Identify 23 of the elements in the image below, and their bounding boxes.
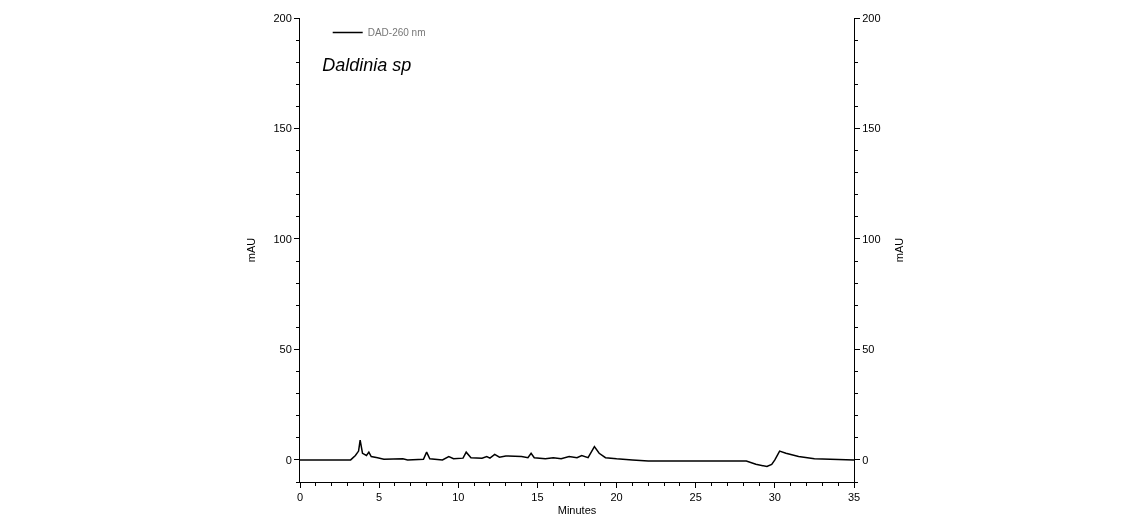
x-axis-title: Minutes xyxy=(557,504,597,517)
text: Daldinia sp xyxy=(322,54,412,75)
y-tick-label: 100 xyxy=(273,232,292,245)
y2-axis-title: mAU xyxy=(892,237,905,263)
x-tick-label: 25 xyxy=(689,491,702,504)
y2-tick-label: 50 xyxy=(862,343,875,356)
y2-tick-label: 100 xyxy=(862,232,881,245)
y-tick-label: 200 xyxy=(273,11,292,24)
y2-tick-label: 200 xyxy=(862,11,881,24)
x-tick-label: 35 xyxy=(847,491,861,504)
y-tick-label: 0 xyxy=(285,453,292,466)
x-tick-label: 30 xyxy=(768,491,781,504)
y-axis-title: mAU xyxy=(245,237,258,263)
x-tick-label: 5 xyxy=(376,491,383,504)
y2-tick-label: 0 xyxy=(862,453,869,466)
x-tick-label: 10 xyxy=(452,491,465,504)
y-tick-label: 150 xyxy=(273,122,292,135)
x-tick-label: 15 xyxy=(531,491,544,504)
y-tick-label: 50 xyxy=(279,343,292,356)
legend-label: DAD-260 nm xyxy=(367,27,426,39)
x-tick-label: 0 xyxy=(296,491,304,504)
x-tick-label: 20 xyxy=(610,491,623,504)
y2-tick-label: 150 xyxy=(862,122,881,135)
